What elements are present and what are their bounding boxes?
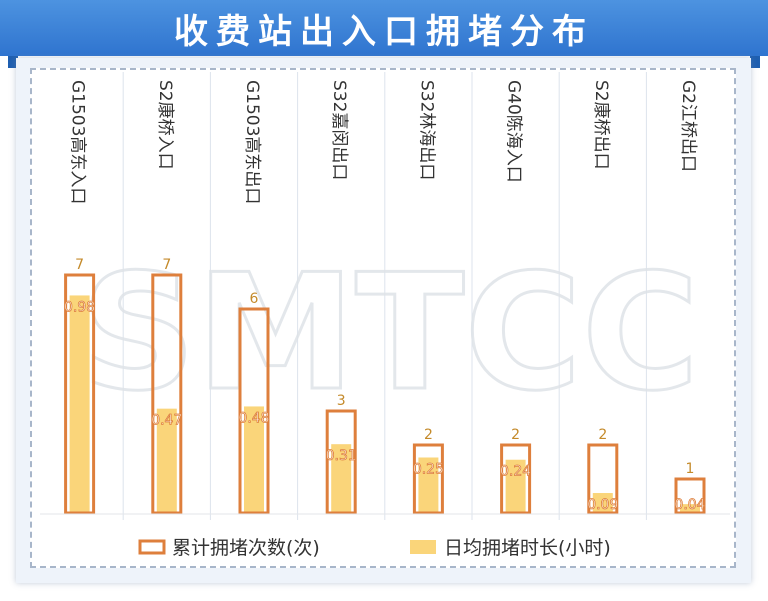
duration-label: 0.24: [500, 464, 531, 480]
page-title: 收费站出入口拥堵分布: [174, 11, 594, 52]
chart-legend: 累计拥堵次数(次) 日均拥堵时长(小时): [138, 537, 611, 559]
count-label: 2: [511, 427, 520, 443]
chart-marks: G1503高东入口70.98S2康桥入口70.47G1503高东出口60.48S…: [40, 80, 730, 515]
duration-bar: [505, 459, 526, 513]
legend-swatch-count: [138, 539, 166, 555]
legend-label-duration: 日均拥堵时长(小时): [444, 537, 611, 559]
count-bar: [500, 443, 532, 515]
count-bar: [674, 477, 706, 515]
category-label: S32林海出口: [416, 80, 436, 180]
legend-swatch-duration: [410, 540, 436, 554]
category-label: S32嘉闵出口: [329, 80, 349, 180]
duration-label: 0.48: [238, 410, 269, 426]
duration-label: 0.47: [151, 413, 182, 429]
duration-label: 0.25: [413, 462, 444, 478]
count-bar: [151, 273, 183, 515]
category-label: S2康桥出口: [591, 80, 611, 170]
count-label: 7: [75, 257, 84, 273]
count-bar: [238, 307, 270, 515]
category-label: G40陈海入口: [504, 80, 524, 183]
count-bar: [412, 443, 444, 515]
duration-label: 0.04: [674, 497, 705, 513]
duration-bar: [156, 408, 177, 513]
duration-bar: [331, 444, 352, 513]
title-bar: 收费站出入口拥堵分布: [0, 0, 768, 56]
category-label: G1503高东出口: [242, 80, 262, 204]
count-label: 2: [424, 427, 433, 443]
category-label: G1503高东入口: [68, 80, 88, 204]
title-tab-right: [750, 56, 760, 68]
duration-bar: [680, 504, 700, 513]
title-tab-left: [8, 56, 18, 68]
count-bar: [64, 273, 96, 515]
duration-label: 0.09: [587, 497, 618, 513]
count-bar: [587, 443, 619, 515]
duration-bar: [418, 457, 439, 513]
count-label: 6: [250, 291, 259, 307]
count-label: 1: [686, 461, 695, 477]
count-label: 3: [337, 393, 346, 409]
count-label: 2: [598, 427, 607, 443]
duration-bar: [592, 493, 613, 513]
category-label: S2康桥入口: [155, 80, 175, 170]
category-label: G2江桥出口: [678, 80, 698, 172]
chart-frame: [30, 68, 736, 568]
duration-label: 0.31: [326, 448, 357, 464]
column-dividers: [122, 72, 647, 520]
duration-bar: [244, 406, 264, 513]
legend-label-count: 累计拥堵次数(次): [172, 537, 320, 559]
duration-label: 0.98: [64, 299, 95, 315]
count-label: 7: [162, 257, 171, 273]
watermark: SMTCC: [81, 239, 699, 426]
duration-bar: [69, 295, 90, 513]
count-bar: [325, 409, 357, 515]
